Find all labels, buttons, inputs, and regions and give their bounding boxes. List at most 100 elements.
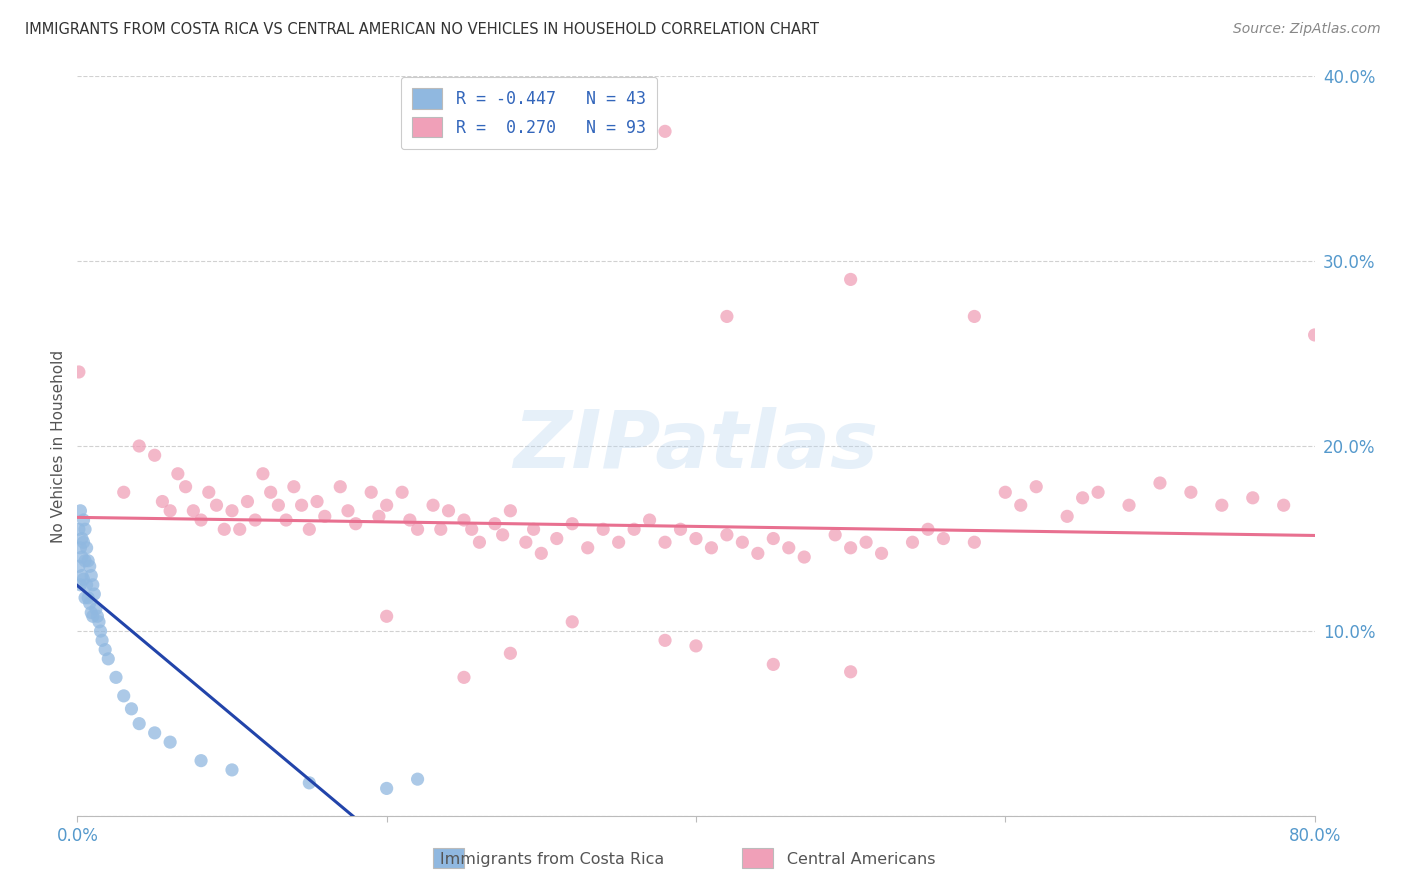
Point — [143, 448, 166, 462]
Point — [716, 310, 738, 324]
Point — [901, 535, 924, 549]
Point — [561, 516, 583, 531]
Point — [1010, 498, 1032, 512]
Point — [143, 726, 166, 740]
Point — [1087, 485, 1109, 500]
Point — [839, 665, 862, 679]
Point — [654, 535, 676, 549]
Point — [669, 522, 692, 536]
Point — [344, 516, 367, 531]
Point — [824, 528, 846, 542]
Point — [422, 498, 444, 512]
Point — [228, 522, 252, 536]
Point — [793, 549, 815, 565]
Point — [69, 504, 91, 518]
Point — [298, 522, 321, 536]
Point — [283, 480, 305, 494]
Point — [468, 535, 491, 549]
Point — [252, 467, 274, 481]
Text: IMMIGRANTS FROM COSTA RICA VS CENTRAL AMERICAN NO VEHICLES IN HOUSEHOLD CORRELAT: IMMIGRANTS FROM COSTA RICA VS CENTRAL AM… — [25, 22, 820, 37]
Point — [360, 485, 382, 500]
Point — [72, 513, 94, 527]
Point — [86, 609, 108, 624]
Point — [638, 513, 661, 527]
Point — [291, 498, 314, 512]
Point — [82, 609, 104, 624]
Point — [205, 498, 228, 512]
Point — [453, 513, 475, 527]
Point — [190, 513, 212, 527]
Point — [69, 578, 91, 592]
Point — [80, 568, 103, 582]
Point — [198, 485, 221, 500]
Point — [592, 522, 614, 536]
Point — [121, 702, 143, 716]
Point — [70, 549, 93, 565]
Point — [1241, 491, 1264, 505]
Point — [174, 480, 197, 494]
Point — [87, 615, 110, 629]
Point — [152, 494, 174, 508]
Point — [375, 498, 398, 512]
Point — [167, 467, 190, 481]
Point — [97, 652, 120, 666]
Point — [700, 541, 723, 555]
Point — [214, 522, 236, 536]
Point — [76, 578, 98, 592]
Point — [112, 485, 135, 500]
Point — [90, 624, 111, 639]
Point — [453, 670, 475, 684]
Point — [307, 494, 329, 508]
FancyBboxPatch shape — [742, 848, 773, 868]
Point — [84, 602, 107, 616]
Point — [1056, 509, 1078, 524]
Legend: R = -0.447   N = 43, R =  0.270   N = 93: R = -0.447 N = 43, R = 0.270 N = 93 — [401, 77, 657, 149]
Point — [530, 546, 553, 560]
Point — [69, 541, 91, 555]
Point — [499, 646, 522, 660]
Point — [368, 509, 391, 524]
Point — [778, 541, 800, 555]
Point — [430, 522, 453, 536]
Point — [221, 763, 243, 777]
Point — [190, 754, 212, 768]
Point — [747, 546, 769, 560]
Point — [561, 615, 583, 629]
Point — [1118, 498, 1140, 512]
Point — [67, 365, 90, 379]
Text: Source: ZipAtlas.com: Source: ZipAtlas.com — [1233, 22, 1381, 37]
Text: Immigrants from Costa Rica: Immigrants from Costa Rica — [404, 852, 665, 867]
Point — [932, 532, 955, 546]
Point — [75, 591, 96, 605]
Point — [499, 504, 522, 518]
Point — [72, 535, 94, 549]
Point — [391, 485, 413, 500]
Point — [80, 606, 103, 620]
Point — [492, 528, 515, 542]
Point — [337, 504, 360, 518]
Point — [298, 776, 321, 790]
Point — [82, 578, 104, 592]
Point — [128, 439, 150, 453]
Point — [576, 541, 599, 555]
Point — [437, 504, 460, 518]
Point — [1303, 327, 1326, 342]
Point — [523, 522, 546, 536]
Point — [76, 541, 98, 555]
Point — [623, 522, 645, 536]
Point — [159, 735, 181, 749]
Point — [75, 522, 96, 536]
Point — [77, 554, 100, 568]
Point — [67, 559, 90, 574]
Point — [75, 554, 96, 568]
Point — [260, 485, 283, 500]
Point — [91, 633, 114, 648]
Point — [70, 568, 93, 582]
Point — [375, 781, 398, 796]
Point — [994, 485, 1017, 500]
Point — [236, 494, 259, 508]
Point — [731, 535, 754, 549]
Text: ZIPatlas: ZIPatlas — [513, 407, 879, 485]
Point — [716, 528, 738, 542]
Point — [1149, 476, 1171, 491]
